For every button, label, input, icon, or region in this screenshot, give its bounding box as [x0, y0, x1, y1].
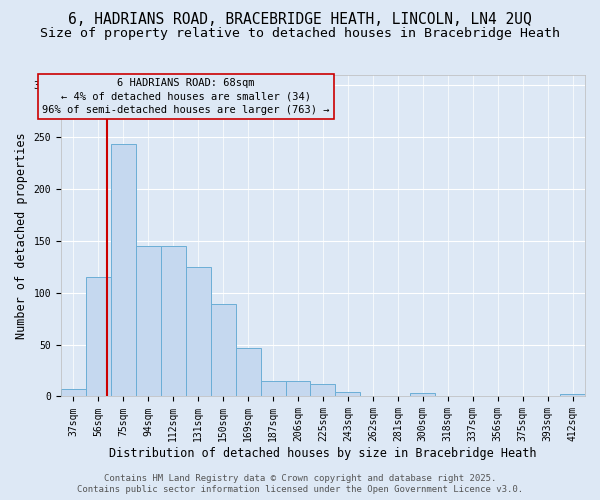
- Text: Contains HM Land Registry data © Crown copyright and database right 2025.
Contai: Contains HM Land Registry data © Crown c…: [77, 474, 523, 494]
- Bar: [185, 267, 211, 396]
- Bar: [211, 304, 236, 396]
- Bar: [310, 384, 335, 396]
- Text: Size of property relative to detached houses in Bracebridge Heath: Size of property relative to detached ho…: [40, 28, 560, 40]
- X-axis label: Distribution of detached houses by size in Bracebridge Heath: Distribution of detached houses by size …: [109, 447, 537, 460]
- Text: 6, HADRIANS ROAD, BRACEBRIDGE HEATH, LINCOLN, LN4 2UQ: 6, HADRIANS ROAD, BRACEBRIDGE HEATH, LIN…: [68, 12, 532, 28]
- Bar: [260, 381, 286, 396]
- Bar: [86, 277, 111, 396]
- Bar: [161, 246, 185, 396]
- Bar: [136, 246, 161, 396]
- Bar: [236, 348, 260, 397]
- Bar: [335, 392, 361, 396]
- Text: 6 HADRIANS ROAD: 68sqm
← 4% of detached houses are smaller (34)
96% of semi-deta: 6 HADRIANS ROAD: 68sqm ← 4% of detached …: [42, 78, 329, 114]
- Bar: [61, 389, 86, 396]
- Y-axis label: Number of detached properties: Number of detached properties: [15, 132, 28, 339]
- Bar: [560, 394, 585, 396]
- Bar: [410, 394, 435, 396]
- Bar: [111, 144, 136, 396]
- Bar: [286, 381, 310, 396]
